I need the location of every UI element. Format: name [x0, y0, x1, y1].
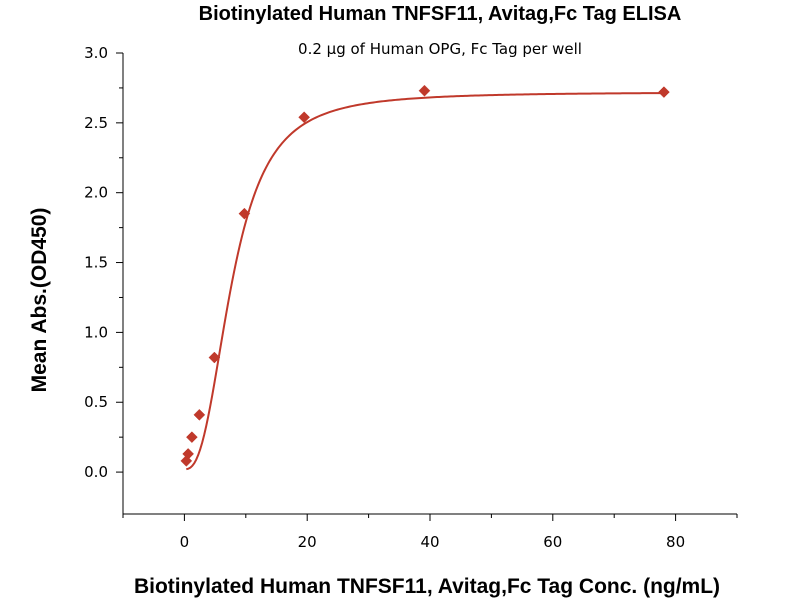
y-ticks: 0.0 0.5 1.0 1.5 2.0 2.5 3.0 [84, 44, 123, 481]
x-tick-label: 60 [543, 533, 562, 551]
x-tick-label: 40 [420, 533, 439, 551]
fit-curve-group [186, 92, 664, 471]
x-tick-label: 20 [298, 533, 317, 551]
y-axis-title: Mean Abs.(OD450) [28, 208, 51, 393]
data-point [186, 431, 198, 444]
x-tick-label: 80 [666, 533, 685, 551]
axes [122, 53, 737, 515]
data-point [658, 86, 670, 98]
data-point [193, 408, 206, 421]
data-points [180, 84, 670, 467]
y-tick-label: 0.0 [84, 463, 108, 481]
x-ticks: 0 20 40 60 80 [122, 514, 738, 551]
fit-curve [186, 92, 664, 471]
data-point [182, 448, 194, 460]
data-point [418, 84, 431, 97]
data-point [208, 351, 221, 364]
y-tick-label: 2.0 [84, 184, 108, 202]
y-tick-label: 3.0 [84, 44, 108, 62]
x-axis-title: Biotinylated Human TNFSF11, Avitag,Fc Ta… [134, 575, 720, 598]
y-tick-label: 1.0 [84, 323, 108, 341]
y-tick-label: 1.5 [84, 254, 108, 272]
chart-subtitle: 0.2 µg of Human OPG, Fc Tag per well [298, 40, 582, 58]
data-point [238, 207, 251, 220]
chart-title: Biotinylated Human TNFSF11, Avitag,Fc Ta… [199, 3, 682, 25]
y-tick-label: 0.5 [84, 393, 108, 411]
data-point [298, 111, 310, 124]
y-tick-label: 2.5 [84, 114, 108, 132]
x-tick-label: 0 [180, 533, 190, 551]
